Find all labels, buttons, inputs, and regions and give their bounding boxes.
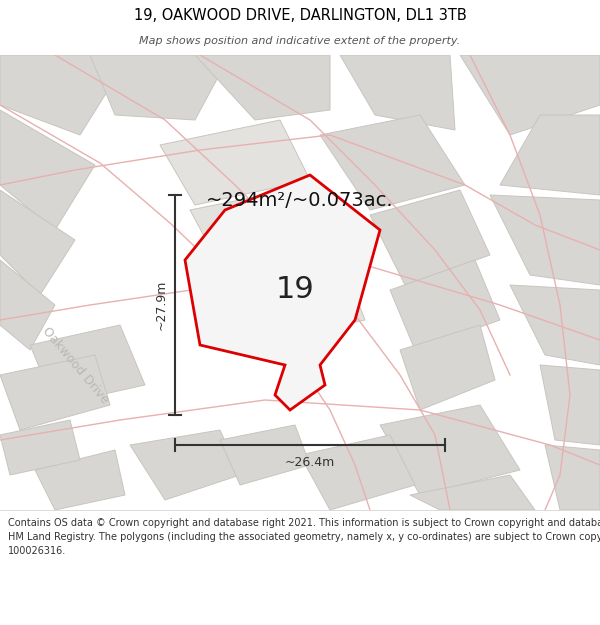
- Polygon shape: [545, 445, 600, 510]
- Polygon shape: [0, 55, 130, 135]
- Text: Contains OS data © Crown copyright and database right 2021. This information is : Contains OS data © Crown copyright and d…: [8, 518, 600, 556]
- Polygon shape: [390, 260, 500, 350]
- Polygon shape: [190, 185, 345, 275]
- Polygon shape: [90, 55, 230, 120]
- Text: 19: 19: [275, 276, 314, 304]
- Text: ~26.4m: ~26.4m: [285, 456, 335, 469]
- Polygon shape: [500, 115, 600, 195]
- Text: ~27.9m: ~27.9m: [155, 280, 167, 330]
- Polygon shape: [35, 450, 125, 510]
- Polygon shape: [320, 115, 465, 210]
- Text: ~294m²/~0.073ac.: ~294m²/~0.073ac.: [206, 191, 394, 209]
- Polygon shape: [215, 255, 365, 345]
- Text: Map shows position and indicative extent of the property.: Map shows position and indicative extent…: [139, 36, 461, 46]
- Polygon shape: [195, 55, 330, 120]
- Text: Oakwood Drive: Oakwood Drive: [39, 324, 111, 406]
- Polygon shape: [540, 365, 600, 445]
- Polygon shape: [510, 285, 600, 365]
- Polygon shape: [185, 175, 380, 410]
- Polygon shape: [220, 425, 310, 485]
- Polygon shape: [380, 405, 520, 495]
- Polygon shape: [370, 190, 490, 285]
- Polygon shape: [0, 190, 75, 295]
- Polygon shape: [400, 325, 495, 410]
- Polygon shape: [130, 430, 240, 500]
- Polygon shape: [340, 55, 455, 130]
- Polygon shape: [160, 120, 310, 205]
- Polygon shape: [410, 475, 535, 510]
- Polygon shape: [30, 325, 145, 405]
- Polygon shape: [0, 260, 55, 350]
- Polygon shape: [0, 110, 95, 230]
- Polygon shape: [490, 195, 600, 285]
- Polygon shape: [300, 435, 415, 510]
- Text: 19, OAKWOOD DRIVE, DARLINGTON, DL1 3TB: 19, OAKWOOD DRIVE, DARLINGTON, DL1 3TB: [134, 8, 466, 23]
- Polygon shape: [460, 55, 600, 135]
- Polygon shape: [0, 420, 80, 475]
- Polygon shape: [0, 355, 110, 430]
